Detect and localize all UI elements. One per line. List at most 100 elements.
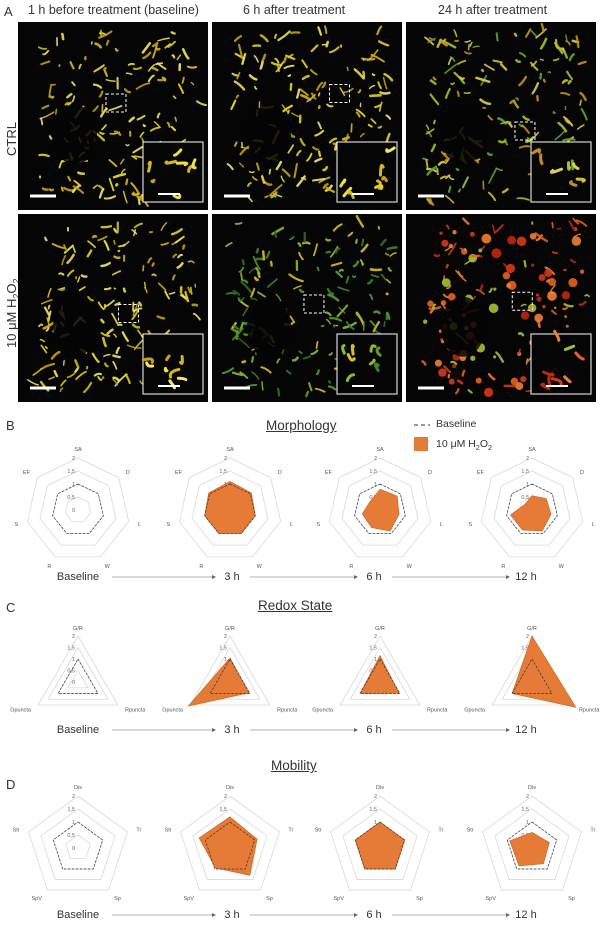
radar-tick-label: 2 — [72, 456, 75, 462]
radar-grid-ring — [37, 635, 119, 706]
radar-tick-label: 1,5 — [369, 469, 377, 475]
radar-treatment-area — [510, 495, 552, 532]
radar-axis-label: L — [290, 522, 293, 528]
radar-grid-ring — [342, 808, 418, 880]
radar-treatment-area — [361, 488, 400, 532]
radar-grid-ring — [482, 795, 582, 891]
radar-axis-label: R — [47, 564, 51, 570]
mobility-title: Mobility — [271, 758, 317, 773]
radar-tick-label: 1 — [224, 657, 227, 663]
radar-axis-label: SA — [226, 447, 234, 453]
radar-tick-label: 0 — [72, 680, 75, 686]
radar-axis-label: Rpuncta — [125, 708, 146, 714]
radar-tick-label: 1 — [374, 820, 377, 826]
radar-grid-ring — [349, 646, 411, 700]
radar-axis-label: W — [559, 564, 565, 570]
timeline-label: 3 h — [224, 909, 239, 921]
timeline-label: 12 h — [515, 571, 536, 583]
timeline-label: 6 h — [366, 909, 381, 921]
radar-axis-label: Rpuncta — [427, 708, 448, 714]
radar-axis-label: SpV — [32, 896, 43, 902]
radar-grid-ring — [26, 457, 130, 558]
panel-c-letter: C — [6, 600, 16, 615]
radar-grid-ring — [47, 646, 109, 700]
legend-treatment-swatch — [414, 437, 428, 451]
legend-baseline-label: Baseline — [436, 418, 477, 430]
radar-tick-label: 2 — [526, 634, 529, 640]
radar-axis-label: SpV — [486, 896, 497, 902]
radar-axis-label: SA — [376, 447, 384, 453]
radar-grid-ring — [65, 834, 91, 859]
radar-axis-label: G/R — [527, 626, 537, 632]
micrograph-ctrl-24h — [406, 22, 596, 210]
radar-axis-label: Tr — [288, 828, 293, 834]
radar-treatment-area — [204, 481, 256, 534]
radar-axis-label: W — [407, 564, 413, 570]
radar-axis-label: W — [105, 564, 111, 570]
radar-tick-label: 1,5 — [521, 469, 529, 475]
radar-axis-label: S — [167, 522, 171, 528]
radar-axis-label: Str — [467, 828, 474, 834]
radar-axis-label: Sp — [114, 896, 121, 902]
radar-tick-label: 0,5 — [67, 833, 75, 839]
radar-baseline-line — [204, 821, 256, 870]
radar-grid-ring — [494, 808, 570, 880]
radar-tick-label: 2 — [72, 794, 75, 800]
column-header-6h: 6 h after treatment — [243, 3, 346, 17]
radar-axis-label: Tr — [136, 828, 141, 834]
radar-axis-label: R — [199, 564, 203, 570]
radar-grid-ring — [339, 635, 421, 706]
radar-axis-label: D — [580, 470, 584, 476]
radar-grid-ring — [192, 808, 268, 880]
radar-axis-label: Dis — [226, 785, 234, 791]
radar-axis-label: W — [257, 564, 263, 570]
radar-baseline-line — [52, 483, 104, 534]
radar-axis-label: L — [592, 522, 595, 528]
radar-grid-ring — [330, 795, 430, 891]
radar-grid-ring — [40, 808, 116, 880]
radar-grid-ring — [328, 457, 432, 558]
radar-treatment-area — [187, 657, 250, 707]
radar-tick-label: 1,5 — [369, 807, 377, 813]
timeline-label: 6 h — [366, 571, 381, 583]
radar-tick-label: 1,5 — [67, 807, 75, 813]
radar-tick-label: 1 — [526, 820, 529, 826]
radar-treatment-area — [359, 654, 400, 694]
radar-tick-label: 1 — [72, 820, 75, 826]
radar-tick-label: 1 — [526, 482, 529, 488]
radar-B-0: 2 1,5 1 0,5 0 SA D L W R S EF — [15, 447, 141, 570]
radar-baseline-line — [354, 483, 406, 534]
radar-tick-label: 1,5 — [521, 646, 529, 652]
micrograph-h2o2-6h — [212, 214, 402, 402]
radar-axis-label: Rpuncta — [277, 708, 298, 714]
timeline-label: Baseline — [57, 724, 99, 736]
radar-baseline-line — [506, 483, 558, 534]
radar-tick-label: 2 — [526, 794, 529, 800]
radar-tick-label: 1,5 — [67, 646, 75, 652]
radar-tick-label: 2 — [374, 456, 377, 462]
radar-axis-label: Dis — [528, 785, 536, 791]
radar-axis-label: Gpuncta — [10, 708, 32, 714]
radar-axis-label: EF — [477, 470, 485, 476]
radar-axis-label: Dis — [376, 785, 384, 791]
timeline-label: 12 h — [515, 909, 536, 921]
timeline-arrowhead — [212, 913, 216, 917]
radar-axis-label: Dis — [74, 785, 82, 791]
radar-axis-label: EF — [23, 470, 31, 476]
radar-tick-label: 1 — [72, 482, 75, 488]
radar-tick-label: 1,5 — [521, 807, 529, 813]
radar-axis-label: Gpuncta — [312, 708, 334, 714]
radar-grid-ring — [341, 470, 419, 546]
radar-axis-label: S — [469, 522, 473, 528]
timeline-arrowhead — [506, 575, 510, 579]
radar-tick-label: 1,5 — [369, 646, 377, 652]
radar-tick-label: 1,5 — [219, 646, 227, 652]
timeline-arrowhead — [354, 728, 358, 732]
